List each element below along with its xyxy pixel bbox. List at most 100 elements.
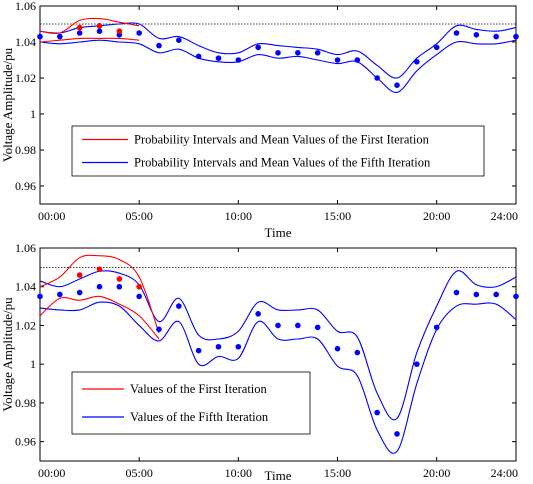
mean-point-first — [76, 272, 83, 278]
mean-point-first — [136, 283, 142, 290]
legend-label: Values of the First Iteration — [130, 382, 268, 396]
y-axis-label: Voltage Amplitude/pu — [0, 47, 15, 162]
series-fifth-upper-line — [39, 270, 517, 421]
mean-point-fifth — [37, 293, 43, 300]
mean-point-fifth — [374, 409, 380, 416]
mean-point-fifth — [394, 82, 400, 88]
y-tick-label: 0.96 — [15, 435, 36, 449]
mean-point-fifth — [96, 283, 103, 290]
mean-point-fifth — [314, 324, 321, 331]
y-tick-label: 1 — [30, 357, 36, 371]
chart-panel-top: 0.96 0.98 1 1.02 1.04 1.06 00:00 05:00 10:00 15:0… — [0, 0, 519, 240]
mean-point-fifth — [275, 50, 281, 56]
mean-point-fifth — [433, 44, 440, 51]
mean-point-fifth — [295, 322, 301, 329]
y-axis-label: Voltage Amplitude/pu — [0, 297, 15, 412]
mean-point-fifth — [76, 30, 83, 36]
x-tick-label: 10:00 — [225, 209, 252, 223]
x-tick-label: 05:00 — [125, 209, 152, 223]
x-tick-label: 24:00 — [491, 466, 518, 480]
mean-point-fifth — [255, 44, 261, 51]
mean-point-fifth — [493, 33, 499, 40]
mean-point-fifth — [453, 30, 460, 36]
y-tick-label: 0.98 — [15, 143, 36, 157]
y-tick-label: 1.02 — [15, 318, 36, 332]
mean-point-fifth — [235, 343, 242, 350]
series-fifth-upper-line — [39, 22, 517, 79]
mean-point-fifth — [195, 347, 202, 354]
x-tick-label: 10:00 — [225, 466, 252, 480]
y-tick-label: 1.02 — [15, 71, 36, 85]
mean-point-fifth — [176, 303, 182, 309]
mean-point-first — [96, 23, 103, 29]
mean-point-first — [96, 266, 103, 273]
x-axis-label: Time — [265, 468, 292, 483]
mean-point-fifth — [414, 59, 420, 65]
y-tick-label: 1.04 — [15, 280, 36, 294]
mean-point-fifth — [275, 322, 281, 329]
x-tick-label: 05:00 — [125, 466, 152, 480]
x-tick-label: 24:00 — [491, 209, 518, 223]
mean-point-fifth — [156, 326, 162, 333]
series-first-upper-line — [39, 254, 160, 334]
x-axis-label: Time — [265, 225, 292, 240]
chart-panel-bottom: 0.96 0.98 1 1.02 1.04 1.06 00:00 05:00 10:00 15:0… — [0, 241, 519, 483]
mean-point-fifth — [473, 291, 480, 298]
mean-point-fifth — [334, 345, 341, 352]
mean-point-fifth — [295, 50, 301, 56]
mean-point-fifth — [156, 42, 162, 49]
series-first-lower-line — [39, 37, 140, 43]
x-tick-label: 20:00 — [423, 466, 450, 480]
mean-point-fifth — [374, 75, 380, 81]
mean-point-fifth — [493, 291, 499, 298]
x-tick-label: 15:00 — [324, 466, 351, 480]
mean-point-fifth — [334, 57, 341, 63]
mean-point-fifth — [96, 28, 103, 34]
mean-point-fifth — [394, 431, 400, 437]
mean-point-fifth — [57, 291, 63, 298]
mean-point-fifth — [76, 289, 83, 296]
mean-point-fifth — [235, 57, 242, 63]
mean-point-fifth — [473, 32, 480, 38]
x-tick-label: 20:00 — [423, 209, 450, 223]
legend-box — [71, 125, 485, 177]
mean-point-fifth — [136, 30, 142, 36]
y-tick-label: 1.04 — [15, 35, 36, 49]
y-tick-label: 0.98 — [15, 396, 36, 410]
series-first-lower-line — [39, 295, 160, 340]
mean-point-fifth — [354, 57, 361, 63]
mean-point-fifth — [314, 50, 321, 56]
mean-point-fifth — [215, 343, 222, 350]
series-fifth-lower-line — [39, 39, 517, 93]
legend-label: Values of the Fifth Iteration — [130, 410, 269, 424]
x-tick-label: 00:00 — [38, 209, 65, 223]
legend-label: Probability Intervals and Mean Values of… — [134, 156, 431, 170]
mean-point-fifth — [414, 361, 420, 367]
series-first-upper-line — [39, 17, 140, 35]
y-tick-label: 1 — [30, 107, 36, 121]
mean-point-fifth — [37, 33, 43, 40]
mean-point-fifth — [453, 289, 460, 296]
mean-point-fifth — [513, 293, 519, 300]
legend-label: Probability Intervals and Mean Values of… — [134, 133, 430, 147]
mean-point-fifth — [354, 349, 361, 356]
y-tick-label: 0.96 — [15, 179, 36, 193]
y-tick-label: 1.06 — [15, 241, 36, 255]
mean-point-fifth — [195, 53, 202, 60]
x-tick-label: 00:00 — [38, 466, 65, 480]
mean-point-first — [76, 24, 83, 31]
legend-box — [71, 371, 311, 435]
mean-point-fifth — [255, 311, 261, 317]
mean-point-first — [116, 28, 123, 34]
mean-point-fifth — [215, 55, 222, 61]
y-tick-label: 1.06 — [15, 0, 36, 13]
mean-point-fifth — [116, 283, 123, 290]
mean-point-fifth — [57, 33, 63, 40]
mean-point-fifth — [136, 293, 142, 300]
x-tick-label: 15:00 — [324, 209, 351, 223]
mean-point-fifth — [513, 33, 519, 40]
mean-point-fifth — [176, 37, 182, 43]
mean-point-fifth — [433, 324, 440, 331]
mean-point-first — [116, 276, 123, 282]
